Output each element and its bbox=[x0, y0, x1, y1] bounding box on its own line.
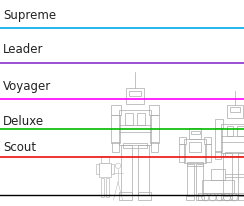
Bar bbox=[111, 115, 120, 143]
Bar bbox=[112, 142, 119, 152]
Bar bbox=[101, 178, 104, 197]
Bar bbox=[230, 108, 240, 112]
Bar bbox=[119, 192, 132, 200]
Bar bbox=[119, 110, 151, 145]
Bar bbox=[211, 169, 225, 180]
Bar bbox=[123, 143, 147, 148]
Bar bbox=[129, 91, 141, 97]
Bar bbox=[111, 105, 121, 115]
Text: Supreme: Supreme bbox=[3, 8, 56, 21]
Bar bbox=[237, 126, 244, 137]
Bar bbox=[205, 144, 211, 162]
Bar bbox=[196, 195, 204, 200]
Bar bbox=[227, 105, 243, 119]
Bar bbox=[187, 164, 194, 197]
Bar bbox=[179, 144, 185, 162]
Text: Voyager: Voyager bbox=[3, 80, 51, 93]
Bar bbox=[204, 137, 211, 144]
Bar bbox=[106, 178, 109, 197]
Bar bbox=[126, 89, 144, 104]
Bar bbox=[125, 114, 133, 125]
Bar bbox=[138, 145, 149, 195]
Bar bbox=[225, 152, 244, 156]
Bar bbox=[226, 126, 233, 137]
Bar bbox=[202, 180, 234, 193]
Bar bbox=[99, 163, 111, 177]
Bar bbox=[187, 162, 203, 166]
Bar bbox=[150, 115, 159, 143]
Bar bbox=[137, 114, 145, 125]
Bar bbox=[189, 128, 201, 139]
Bar bbox=[184, 139, 206, 163]
Bar bbox=[215, 120, 223, 128]
Bar bbox=[101, 156, 109, 163]
Bar bbox=[96, 164, 99, 174]
Bar bbox=[215, 128, 222, 152]
Bar bbox=[215, 151, 221, 159]
Bar bbox=[221, 193, 233, 200]
Bar bbox=[151, 142, 158, 152]
Bar bbox=[238, 153, 244, 196]
Bar bbox=[191, 131, 200, 135]
Bar bbox=[186, 195, 194, 200]
Text: Deluxe: Deluxe bbox=[3, 115, 44, 128]
Bar bbox=[138, 192, 151, 200]
Bar bbox=[196, 164, 203, 197]
Bar bbox=[198, 193, 238, 200]
Bar bbox=[221, 124, 244, 153]
Bar bbox=[121, 145, 132, 195]
Bar bbox=[223, 153, 233, 196]
Bar bbox=[179, 137, 186, 144]
Bar bbox=[189, 142, 201, 153]
Bar bbox=[149, 105, 159, 115]
Bar bbox=[238, 193, 244, 200]
Text: Scout: Scout bbox=[3, 141, 36, 154]
Text: Leader: Leader bbox=[3, 43, 43, 56]
Bar bbox=[111, 164, 114, 174]
